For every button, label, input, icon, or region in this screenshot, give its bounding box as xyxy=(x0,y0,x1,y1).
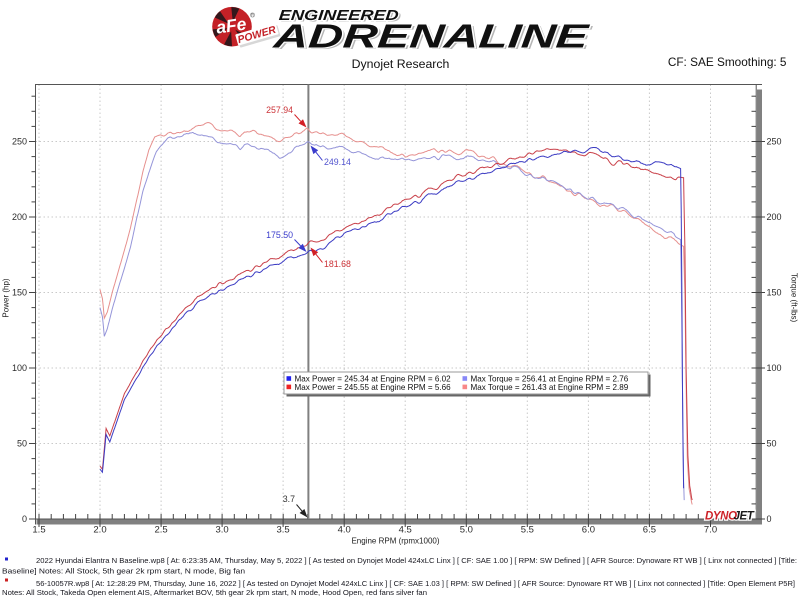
svg-text:Baseline] Notes: All Stock, 5: Baseline] Notes: All Stock, 5th gear 2k … xyxy=(2,567,245,576)
svg-text:50: 50 xyxy=(767,439,777,449)
svg-text:ENGINEERED: ENGINEERED xyxy=(281,9,402,25)
svg-text:Max Power = 245.55 at Engine R: Max Power = 245.55 at Engine RPM = 5.66 xyxy=(295,383,452,392)
svg-text:Engine RPM (rpmx1000): Engine RPM (rpmx1000) xyxy=(351,537,439,546)
svg-text:200: 200 xyxy=(12,212,27,222)
svg-text:5.0: 5.0 xyxy=(460,524,473,535)
svg-text:3.5: 3.5 xyxy=(276,524,289,535)
svg-text:0: 0 xyxy=(22,514,27,524)
svg-text:ADRENALINE: ADRENALINE xyxy=(274,19,594,56)
svg-text:R: R xyxy=(251,13,254,18)
svg-text:3.7: 3.7 xyxy=(283,494,295,504)
svg-text:4.0: 4.0 xyxy=(338,524,351,535)
svg-text:150: 150 xyxy=(767,288,782,298)
svg-text:Dynojet Research: Dynojet Research xyxy=(352,57,450,71)
svg-text:Max Torque = 261.43 at Engine: Max Torque = 261.43 at Engine RPM = 2.89 xyxy=(471,383,629,392)
svg-text:150: 150 xyxy=(12,288,27,298)
svg-text:3.0: 3.0 xyxy=(215,524,228,535)
svg-text:DYNO: DYNO xyxy=(705,511,737,523)
svg-text:ADRENALINE: ADRENALINE xyxy=(271,18,591,55)
svg-text:50: 50 xyxy=(17,439,27,449)
svg-text:Max Torque = 256.41 at Engine: Max Torque = 256.41 at Engine RPM = 2.76 xyxy=(471,374,629,383)
svg-text:1.5: 1.5 xyxy=(32,524,45,535)
svg-text:56-10057R.wp8 [ At: 12:28:29 P: 56-10057R.wp8 [ At: 12:28:29 PM, Thursda… xyxy=(36,579,795,588)
svg-text:249.14: 249.14 xyxy=(324,157,351,167)
svg-text:100: 100 xyxy=(767,363,782,373)
svg-text:100: 100 xyxy=(12,363,27,373)
svg-text:ADRENALINE: ADRENALINE xyxy=(271,18,591,55)
svg-text:2.5: 2.5 xyxy=(154,524,167,535)
svg-text:181.68: 181.68 xyxy=(324,259,351,269)
svg-text:Torque (ft-lbs): Torque (ft-lbs) xyxy=(790,273,799,323)
svg-text:250: 250 xyxy=(767,137,782,147)
svg-text:200: 200 xyxy=(767,212,782,222)
svg-text:ENGINEERED: ENGINEERED xyxy=(278,8,399,24)
svg-text:7.0: 7.0 xyxy=(704,524,717,535)
svg-text:DYNO: DYNO xyxy=(705,511,737,523)
svg-text:5.5: 5.5 xyxy=(521,524,534,535)
svg-text:250: 250 xyxy=(12,137,27,147)
svg-text:Max Power = 245.34 at Engine R: Max Power = 245.34 at Engine RPM = 6.02 xyxy=(295,374,452,383)
svg-text:257.94: 257.94 xyxy=(266,105,293,115)
svg-text:Power (hp): Power (hp) xyxy=(2,278,11,317)
svg-text:2.0: 2.0 xyxy=(93,524,106,535)
svg-text:2022 Hyundai Elantra N Baselin: 2022 Hyundai Elantra N Baseline.wp8 [ At… xyxy=(36,556,797,565)
svg-text:175.50: 175.50 xyxy=(266,230,293,240)
svg-text:JET: JET xyxy=(734,511,755,523)
svg-text:Notes: All Stock, Takeda Open: Notes: All Stock, Takeda Open element AI… xyxy=(2,588,427,597)
svg-text:4.5: 4.5 xyxy=(399,524,412,535)
svg-text:CF: SAE Smoothing: 5: CF: SAE Smoothing: 5 xyxy=(668,55,787,69)
svg-text:6.0: 6.0 xyxy=(582,524,595,535)
svg-text:0: 0 xyxy=(767,514,772,524)
svg-text:ENGINEERED: ENGINEERED xyxy=(278,8,399,24)
svg-text:6.5: 6.5 xyxy=(643,524,656,535)
svg-text:JET: JET xyxy=(734,511,755,523)
